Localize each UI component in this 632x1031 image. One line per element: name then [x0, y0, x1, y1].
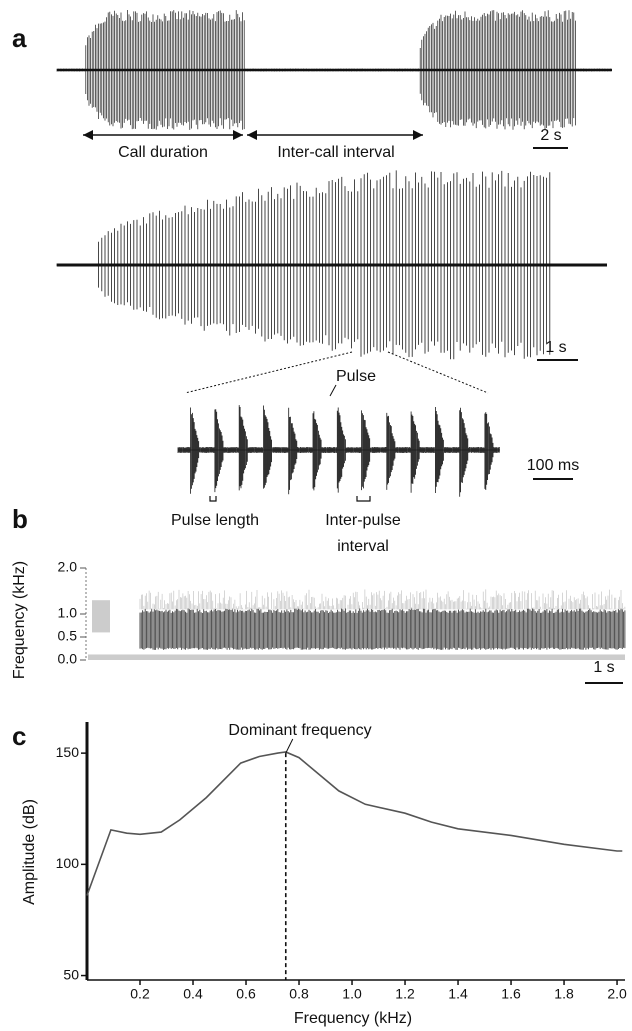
annotation: Inter-pulse	[325, 512, 401, 529]
scale-bar-label: 100 ms	[527, 457, 579, 474]
panel-label: a	[12, 23, 27, 53]
x-tick-label: 1.6	[501, 986, 521, 1002]
line	[86, 751, 623, 896]
x-tick-label: 0.4	[183, 986, 203, 1002]
annotation: Pulse	[336, 368, 376, 385]
guide-line	[329, 384, 337, 397]
spectrogram-floor	[88, 654, 625, 660]
x-tick-label: 1.4	[448, 986, 468, 1002]
waveform	[177, 405, 500, 497]
panel-label: c	[12, 721, 26, 751]
x-tick-label: 1.8	[554, 986, 574, 1002]
x-tick-label: 0.8	[289, 986, 309, 1002]
x-tick-label: 0.2	[130, 986, 150, 1002]
y-axis-label: Amplitude (dB)	[21, 799, 38, 905]
panel-label: b	[12, 504, 28, 534]
scale-bar-label: 2 s	[540, 127, 561, 144]
x-tick-label: 1.2	[395, 986, 415, 1002]
bracket	[209, 496, 371, 502]
leader-line	[285, 738, 294, 754]
y-tick-label: 0.0	[58, 651, 78, 667]
annotation: Inter-call interval	[277, 144, 394, 161]
annotation: Call duration	[118, 144, 208, 161]
scale-bar-label: 1 s	[593, 659, 614, 676]
spectrogram-noise	[92, 600, 110, 633]
x-tick-label: 0.6	[236, 986, 256, 1002]
y-tick-label: 50	[63, 966, 79, 982]
annotation: Dominant frequency	[228, 722, 371, 739]
x-tick-label: 2.0	[607, 986, 627, 1002]
y-axis-label: Frequency (kHz)	[11, 561, 28, 679]
guide-line	[387, 351, 489, 394]
y-tick-label: 100	[56, 855, 80, 871]
annotation: interval	[337, 538, 389, 555]
annotation: Pulse length	[171, 512, 259, 529]
x-axis-label: Frequency (kHz)	[294, 1010, 412, 1027]
scale-bar-label: 1 s	[545, 339, 566, 356]
spectrogram-faint	[139, 589, 626, 610]
y-tick-label: 0.5	[58, 628, 78, 644]
y-tick-label: 2.0	[58, 559, 78, 575]
arrowhead	[83, 130, 423, 140]
y-tick-label: 1.0	[58, 605, 78, 621]
y-tick-label: 150	[56, 744, 80, 760]
guide-line	[184, 351, 353, 394]
spectrogram-band	[139, 608, 626, 650]
decoration	[56, 10, 626, 684]
x-tick-label: 1.0	[342, 986, 362, 1002]
